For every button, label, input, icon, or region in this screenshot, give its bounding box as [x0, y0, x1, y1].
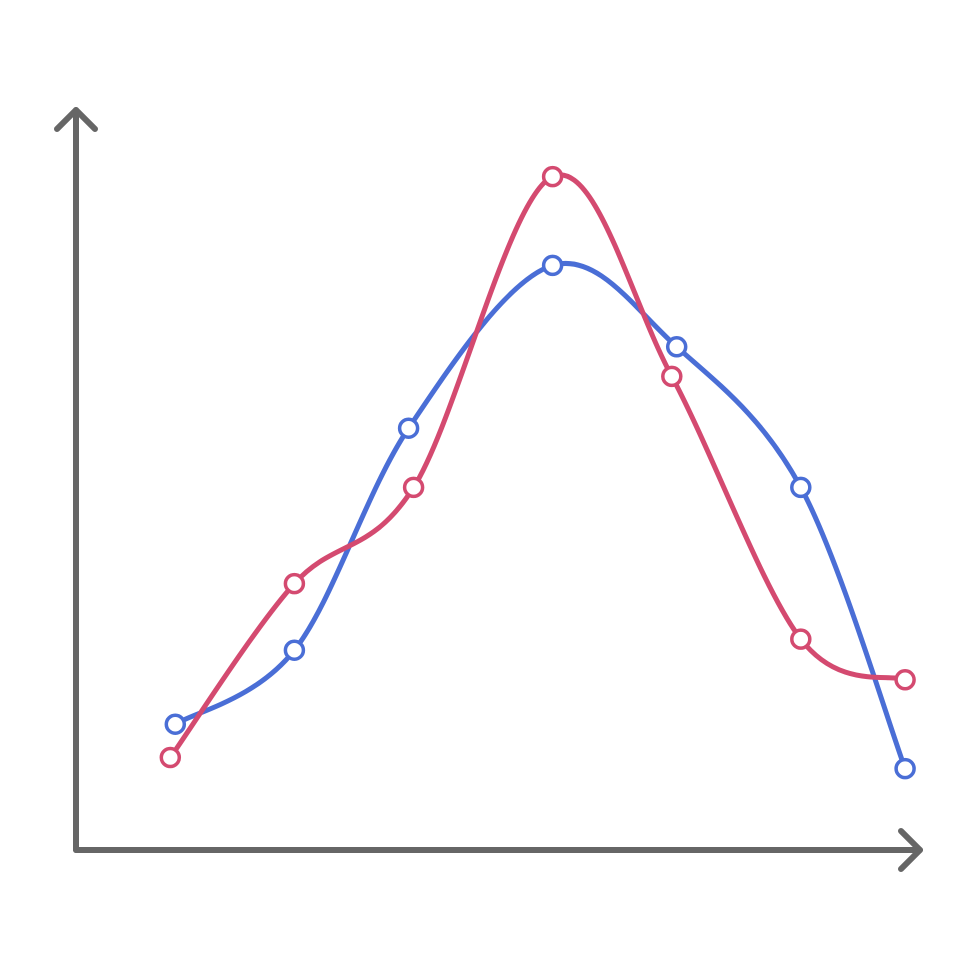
series-2-point-4	[541, 165, 564, 188]
series-2-point-5	[661, 365, 683, 388]
series-2-line	[167, 172, 908, 760]
series-1-point-3	[397, 417, 420, 439]
series-1-point-2	[283, 639, 306, 661]
series-1-point-7	[894, 757, 916, 780]
y-axis-arrow	[54, 107, 98, 132]
x-axis-arrow	[898, 828, 923, 872]
series-1-point-6	[790, 476, 812, 499]
series-2-point-6	[790, 628, 812, 650]
series-1	[164, 254, 916, 780]
series-2-point-7	[894, 669, 916, 691]
series-1-point-1	[164, 713, 187, 735]
series-2-point-1	[159, 746, 182, 769]
series-1-point-4	[541, 254, 564, 277]
axes	[54, 107, 923, 872]
series-1-point-5	[665, 336, 688, 358]
series-1-line	[172, 261, 908, 772]
series-2	[159, 165, 916, 769]
series-2-point-2	[283, 572, 306, 595]
series-group	[159, 165, 916, 780]
series-2-point-3	[402, 476, 425, 499]
